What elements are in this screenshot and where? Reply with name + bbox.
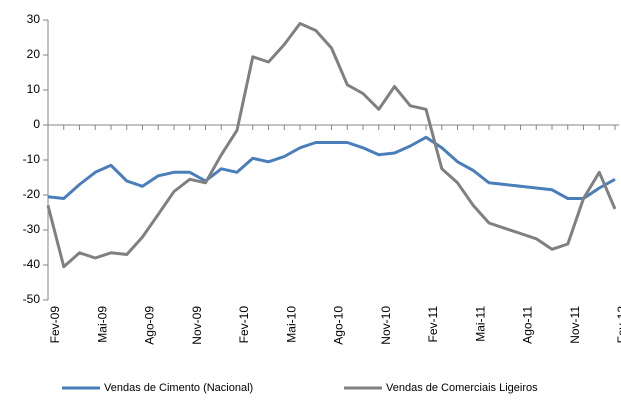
y-tick-label: 20 [27,47,41,61]
x-tick-label: Fev-10 [237,306,251,344]
y-tick-label: 10 [27,82,41,96]
x-tick-label: Nov-11 [568,306,582,344]
x-tick-label: Ago-10 [332,306,346,345]
x-tick-label: Fev-09 [48,306,62,344]
x-tick-label: Ago-11 [521,306,535,344]
legend-label: Vendas de Comerciais Ligeiros [386,382,538,394]
x-tick-label: Nov-10 [379,306,393,345]
y-tick-label: -10 [23,152,41,166]
x-tick-label: Ago-09 [143,306,157,345]
legend-label: Vendas de Cimento (Nacional) [104,382,253,394]
y-tick-label: -50 [23,292,41,306]
x-tick-label: Mai-10 [284,306,298,343]
y-tick-label: -30 [23,222,41,236]
y-tick-label: -20 [23,187,41,201]
x-tick-label: Fev-12 [615,306,621,344]
x-tick-label: Mai-09 [95,306,109,343]
y-tick-label: -40 [23,257,41,271]
x-tick-label: Mai-11 [473,306,487,342]
series-line [46,22,617,269]
y-tick-label: 30 [27,12,41,26]
series-line [47,135,616,200]
x-tick-label: Nov-09 [190,306,204,345]
y-tick-label: 0 [33,117,40,131]
x-tick-label: Fev-11 [426,306,440,343]
